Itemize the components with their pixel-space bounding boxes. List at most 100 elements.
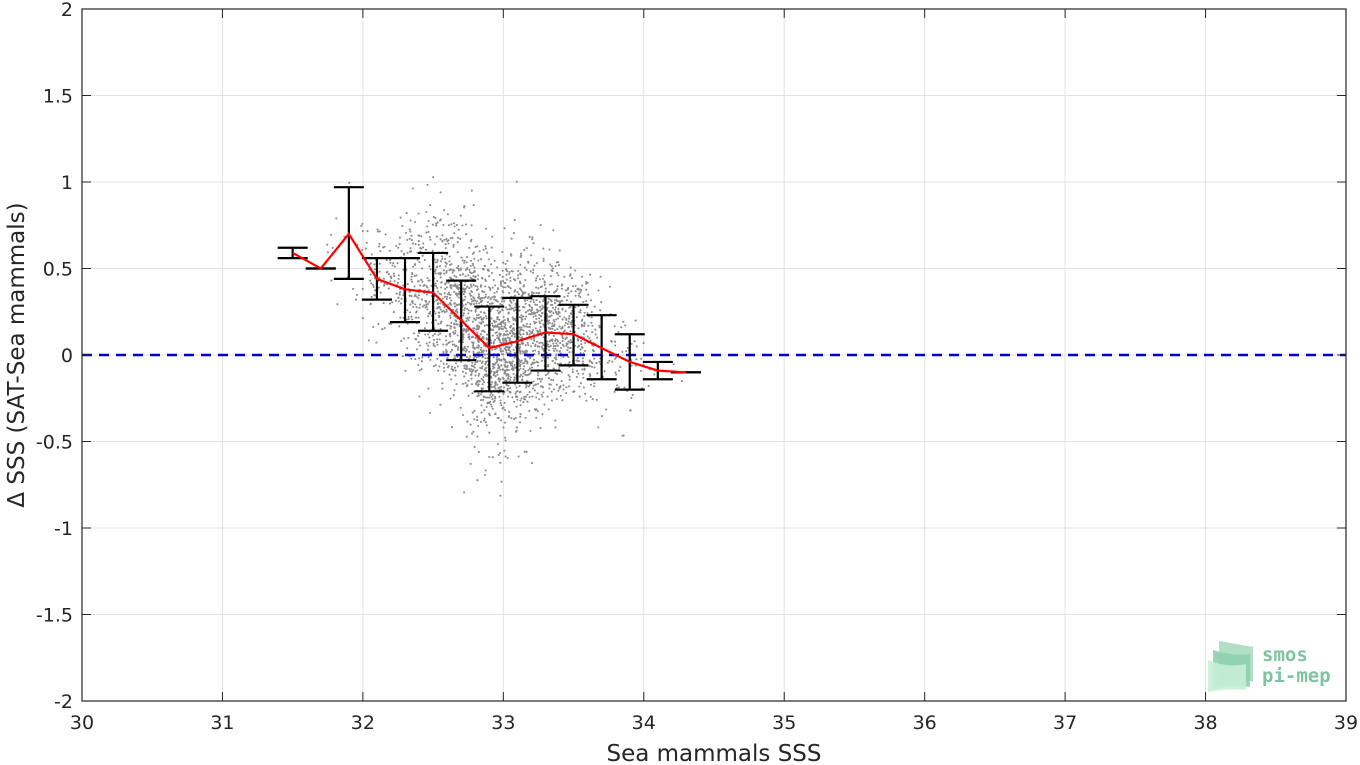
scatter-point [544, 290, 547, 293]
scatter-point [581, 284, 584, 287]
scatter-point [568, 375, 571, 378]
scatter-point [454, 369, 457, 372]
scatter-point [561, 327, 564, 330]
scatter-point [510, 417, 513, 420]
scatter-point [516, 398, 519, 401]
scatter-point [522, 401, 525, 404]
scatter-point [441, 234, 444, 237]
scatter-point [504, 286, 507, 289]
scatter-point [622, 320, 625, 323]
scatter-point [490, 341, 493, 345]
scatter-point [476, 435, 479, 438]
scatter-point [505, 383, 508, 386]
x-axis-label: Sea mammals SSS [606, 741, 821, 765]
scatter-point [480, 321, 483, 324]
scatter-point [423, 304, 426, 307]
scatter-point [432, 338, 435, 341]
scatter-point [361, 317, 364, 320]
scatter-point [464, 372, 467, 375]
scatter-point [480, 367, 483, 370]
scatter-point [508, 270, 511, 274]
scatter-point [553, 320, 556, 323]
scatter-point [400, 297, 403, 300]
scatter-point [410, 295, 413, 298]
scatter-point [463, 367, 466, 370]
scatter-point [498, 357, 501, 361]
scatter-point [577, 372, 580, 375]
scatter-point [369, 273, 372, 276]
scatter-point [482, 349, 485, 352]
scatter-point [375, 341, 378, 344]
scatter-point [461, 370, 465, 373]
scatter-point [480, 404, 483, 407]
scatter-point [492, 374, 495, 377]
scatter-point [497, 287, 500, 291]
scatter-point [506, 361, 509, 364]
scatter-point [507, 312, 510, 315]
scatter-point [441, 239, 444, 242]
scatter-point [512, 323, 515, 326]
scatter-point [471, 361, 474, 364]
scatter-point [579, 295, 582, 299]
scatter-point [434, 268, 437, 271]
scatter-point [412, 332, 415, 335]
scatter-point [463, 298, 466, 301]
scatter-point [583, 321, 586, 324]
scatter-point [417, 297, 420, 300]
scatter-point [503, 358, 506, 361]
scatter-point [447, 303, 450, 306]
scatter-point [462, 312, 465, 315]
scatter-point [485, 370, 488, 373]
scatter-point [468, 246, 471, 249]
scatter-point [535, 286, 538, 289]
scatter-point [526, 325, 530, 328]
scatter-point [462, 304, 465, 307]
scatter-point [496, 442, 500, 446]
scatter-point [483, 409, 486, 412]
scatter-point [565, 336, 568, 339]
scatter-point [519, 373, 523, 376]
scatter-point [463, 261, 466, 264]
scatter-point [352, 287, 355, 290]
scatter-point [494, 320, 498, 323]
scatter-point [530, 310, 533, 313]
scatter-point [583, 315, 586, 318]
scatter-point [494, 284, 497, 287]
scatter-point [462, 293, 465, 296]
scatter-point [483, 324, 486, 327]
scatter-point [519, 352, 522, 355]
scatter-point [489, 393, 492, 396]
scatter-point [378, 262, 381, 265]
scatter-point [617, 386, 620, 389]
scatter-point [536, 345, 539, 348]
scatter-point [478, 250, 481, 253]
scatter-point [640, 369, 643, 372]
scatter-point [378, 270, 381, 273]
scatter-point [331, 246, 334, 249]
scatter-point [513, 351, 516, 354]
scatter-point [469, 283, 472, 286]
scatter-point [430, 284, 433, 287]
scatter-point [463, 364, 466, 367]
scatter-point [558, 301, 562, 304]
scatter-point [536, 361, 539, 364]
scatter-point [456, 355, 459, 358]
scatter-point [500, 303, 504, 306]
scatter-point [483, 373, 486, 376]
scatter-point [433, 345, 436, 348]
scatter-point [484, 278, 487, 281]
scatter-point [509, 276, 512, 279]
scatter-point [557, 274, 560, 277]
scatter-point [487, 296, 490, 299]
scatter-point [497, 323, 500, 326]
scatter-point [554, 347, 557, 350]
scatter-point [470, 370, 473, 373]
scatter-point [456, 310, 459, 313]
scatter-point [586, 312, 589, 315]
scatter-point [605, 408, 608, 411]
scatter-point [550, 314, 553, 317]
scatter-point [428, 235, 431, 239]
scatter-point [520, 316, 523, 319]
scatter-point [414, 358, 417, 361]
scatter-point [398, 291, 402, 294]
